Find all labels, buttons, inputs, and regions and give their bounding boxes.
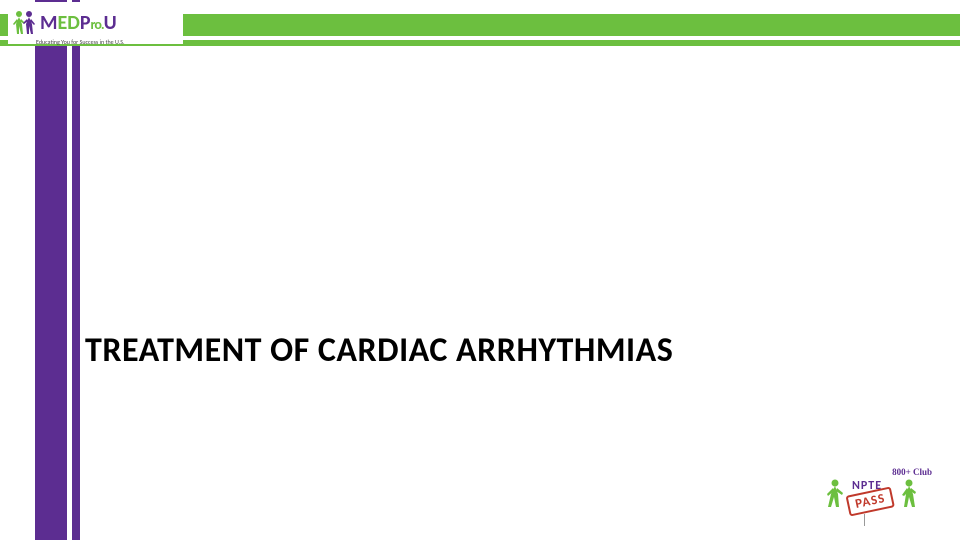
running-figure-left-icon: [825, 479, 845, 516]
brand-letters-ro: ro.: [91, 16, 104, 33]
brand-letter-m: M: [40, 11, 57, 35]
brand-letter-p: P: [80, 11, 91, 35]
left-stripe-inner: [72, 0, 80, 540]
brand-tagline: Educating You for Success in the U.S.: [36, 38, 125, 46]
brand-letters-ed: ED: [57, 11, 79, 35]
club-text: 800+ Club: [892, 467, 932, 477]
brand-wordmark: M ED P ro. U: [40, 11, 117, 35]
brand-logo-bottom: 800+ Club NPTE PASS: [817, 467, 932, 522]
brand-logo-top: M ED P ro. U Educating You for Success i…: [8, 2, 183, 44]
slide-title: TREATMENT OF CARDIAC ARRHYTHMIAS: [85, 330, 673, 371]
left-stripe-outer: [35, 0, 67, 540]
running-figure-right-icon: [899, 479, 919, 516]
brand-letter-u: U: [104, 11, 117, 35]
bottom-divider: [864, 514, 865, 526]
people-pair-icon: [12, 10, 36, 36]
